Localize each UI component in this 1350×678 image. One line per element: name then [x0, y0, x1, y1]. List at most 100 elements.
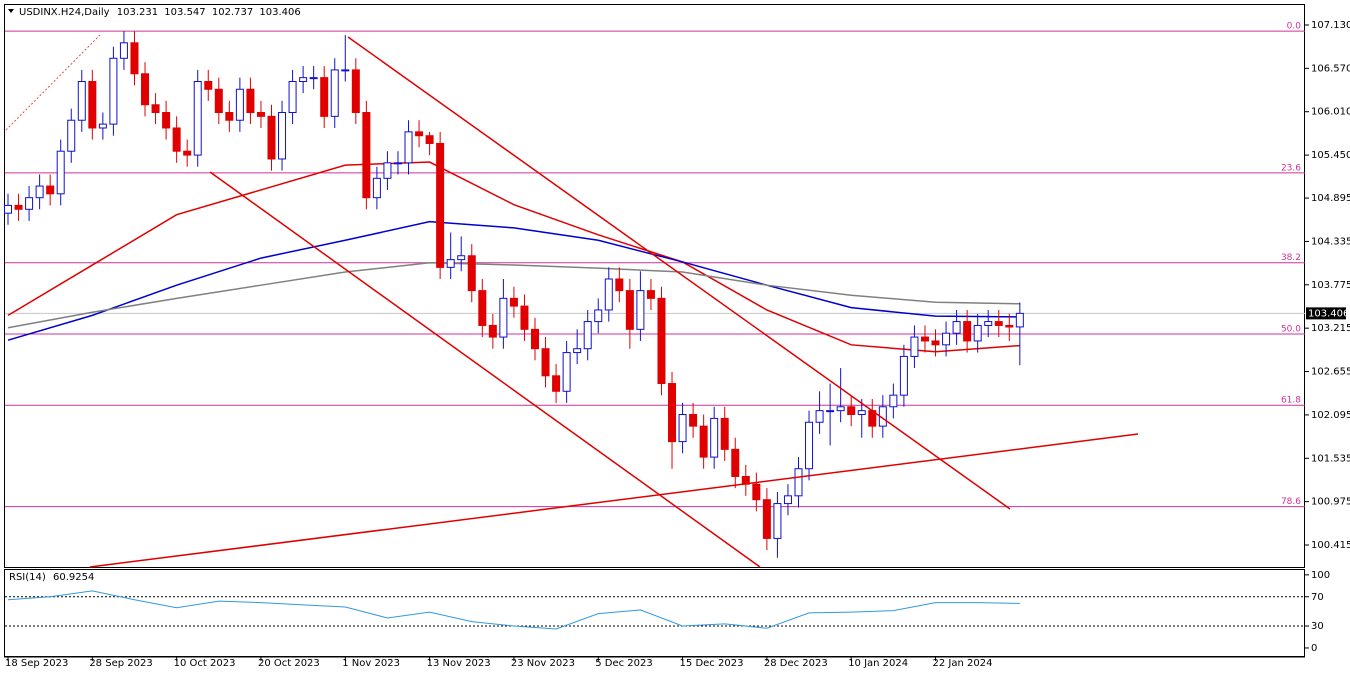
- y-tick-label: 104.895: [1311, 193, 1350, 204]
- candle-body: [689, 414, 698, 427]
- y-tick-label: 102.095: [1311, 410, 1350, 421]
- candle: [646, 278, 655, 310]
- rsi-tick-label: 100: [1311, 570, 1330, 581]
- fib-label: 61.8: [1281, 396, 1301, 406]
- fib-label: 50.0: [1281, 324, 1301, 334]
- candle: [520, 294, 529, 341]
- x-tick-label: 10 Jan 2024: [848, 658, 908, 669]
- candle-body: [857, 410, 866, 416]
- y-tick-label: 107.130: [1311, 20, 1350, 31]
- candle-body: [509, 297, 518, 307]
- candle: [604, 267, 613, 322]
- candle-body: [973, 324, 982, 342]
- candle: [362, 100, 371, 210]
- candle: [478, 278, 487, 338]
- candle-body: [942, 332, 951, 346]
- candle-body: [98, 123, 107, 129]
- date-axis: 18 Sep 2023 28 Sep 2023 10 Oct 2023 20 Oct …: [4, 656, 1305, 669]
- candle-body: [520, 305, 529, 330]
- candle: [657, 286, 666, 396]
- candle: [278, 100, 287, 171]
- high: 103.547: [164, 7, 205, 18]
- candle: [299, 66, 308, 94]
- fib-label: 23.6: [1281, 163, 1301, 173]
- candle-body: [393, 162, 402, 165]
- candle-body: [46, 185, 55, 195]
- fib-label: 38.2: [1281, 253, 1301, 263]
- rsi: 100 70 30 0: [5, 570, 1330, 654]
- candle-body: [478, 290, 487, 326]
- candle-body: [805, 421, 814, 470]
- candle-body: [425, 135, 434, 144]
- candle: [920, 325, 929, 353]
- candle-body: [994, 321, 1003, 326]
- y-tick-label: 100.415: [1311, 540, 1350, 551]
- candle: [826, 383, 835, 446]
- candle: [393, 151, 402, 175]
- trend-line: [347, 36, 1011, 510]
- candle: [383, 151, 392, 190]
- price-panel: [4, 4, 1305, 568]
- candle-body: [931, 340, 940, 346]
- candle: [56, 139, 65, 206]
- candle: [351, 58, 360, 125]
- x-tick-label: 28 Sep 2023: [89, 658, 152, 669]
- candle-body: [320, 77, 329, 117]
- candle-body: [130, 42, 139, 75]
- x-tick-label: 10 Oct 2023: [174, 658, 236, 669]
- candle-body: [583, 321, 592, 350]
- candle: [815, 391, 824, 434]
- candle-body: [1005, 324, 1014, 328]
- candle-body: [415, 131, 424, 137]
- candle-body: [225, 111, 234, 121]
- candle-body: [436, 142, 445, 268]
- candle: [467, 244, 476, 303]
- candle: [67, 108, 76, 163]
- trend-line: [209, 171, 761, 568]
- candle-body: [372, 177, 381, 199]
- candle-body: [836, 406, 845, 412]
- candle: [562, 340, 571, 403]
- candle: [119, 31, 128, 70]
- menu-arrow[interactable]: [8, 9, 14, 13]
- candle: [88, 69, 97, 140]
- candle-body: [151, 104, 160, 113]
- candle-body: [235, 88, 244, 121]
- candle: [531, 317, 539, 361]
- candle-body: [109, 57, 118, 125]
- candle-body: [204, 81, 213, 90]
- candle-body: [625, 290, 634, 330]
- candle-body: [457, 255, 466, 261]
- candle-body: [488, 324, 497, 338]
- candle-body: [330, 69, 339, 117]
- candle-body: [910, 336, 919, 357]
- candle: [425, 131, 434, 156]
- candle: [14, 193, 23, 221]
- candle-body: [362, 111, 371, 199]
- candle-body: [952, 321, 961, 334]
- candle: [963, 309, 972, 353]
- price-label-box: [1306, 307, 1346, 320]
- candle: [162, 100, 171, 140]
- candle-body: [309, 77, 318, 80]
- y-tick-label: 102.655: [1311, 367, 1350, 378]
- candle: [141, 62, 150, 117]
- candle: [752, 472, 761, 512]
- candle: [762, 488, 771, 551]
- symbol: USDINX.H24,Daily: [19, 7, 110, 18]
- x-tick-label: 18 Sep 2023: [5, 658, 68, 669]
- y-tick-label: 103.215: [1311, 323, 1350, 334]
- candle-body: [541, 348, 550, 377]
- candle-body: [341, 69, 350, 72]
- candle-body: [899, 355, 908, 396]
- candle-body: [77, 81, 86, 121]
- rsi-tick-label: 30: [1311, 621, 1324, 632]
- candle: [204, 69, 213, 101]
- candle-body: [773, 503, 782, 539]
- price-label: 103.406: [1308, 308, 1349, 319]
- candle-body: [699, 425, 708, 458]
- candle-body: [172, 127, 181, 152]
- chart-header: USDINX.H24,Daily 103.231 103.547 102.737…: [19, 7, 301, 18]
- candle-body: [267, 115, 276, 160]
